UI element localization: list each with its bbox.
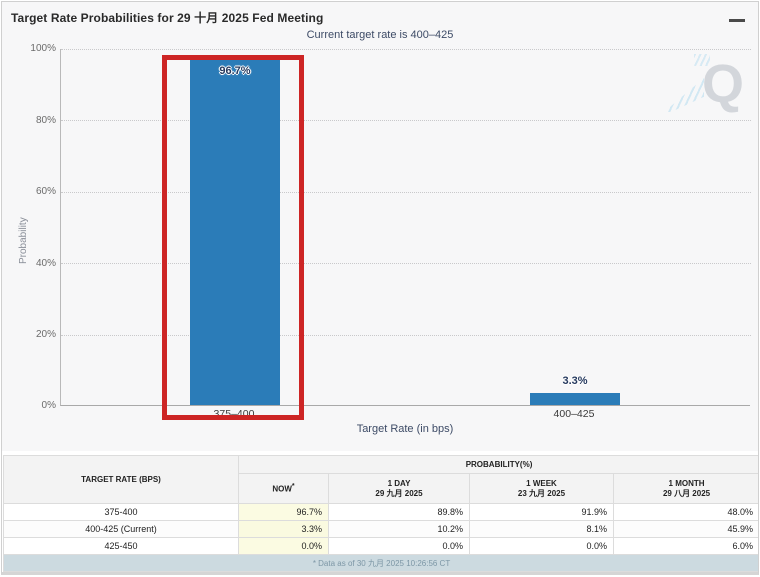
chart-plot-area: 96.7% 3.3% [60, 49, 751, 406]
watermark-hatch [664, 78, 704, 112]
y-tick-20: 20% [35, 329, 56, 340]
week-cell: 8.1% [469, 520, 614, 538]
q-logo-watermark: Q [664, 54, 744, 120]
chart-title: Target Rate Probabilities for 29 十月 2025… [11, 11, 324, 25]
table-row-425-450: 425-450 0.0% 0.0% 0.0% 6.0% [3, 537, 758, 555]
week-cell: 0.0% [469, 537, 614, 555]
bar-400-425[interactable] [530, 393, 620, 405]
watermark-hatch [694, 54, 710, 66]
data-as-of-note: * Data as of 30 九月 2025 10:26:56 CT [2, 554, 758, 572]
rate-cell: 400-425 (Current) [3, 520, 239, 538]
day-cell: 0.0% [328, 537, 470, 555]
probability-table: TARGET RATE (BPS) PROBABILITY(%) NOW* 1 … [2, 455, 758, 572]
probability-table-section: TARGET RATE (BPS) PROBABILITY(%) NOW* 1 … [2, 455, 758, 572]
table-row-400-425-current: 400-425 (Current) 3.3% 10.2% 8.1% 45.9% [3, 520, 758, 538]
col-header-1day: 1 DAY 29 九月 2025 [328, 473, 470, 504]
gridline-80 [61, 120, 751, 121]
col-header-1month: 1 MONTH 29 八月 2025 [612, 473, 758, 504]
x-tick-375-400: 375–400 [213, 408, 255, 420]
y-tick-100: 100% [30, 43, 56, 54]
rate-cell: 375-400 [3, 503, 239, 521]
watermark-letter: Q [701, 54, 744, 114]
chart-section: Target Rate Probabilities for 29 十月 2025… [2, 2, 758, 451]
now-cell: 96.7% [238, 503, 329, 521]
gridline-20 [61, 335, 751, 336]
rate-cell: 425-450 [3, 537, 239, 555]
chart-subtitle: Current target rate is 400–425 [306, 29, 454, 41]
x-tick-400-425: 400–425 [553, 408, 595, 420]
col-header-probability: PROBABILITY(%) [237, 455, 758, 474]
day-cell: 10.2% [328, 520, 470, 538]
col-header-target-rate: TARGET RATE (BPS) [3, 455, 239, 504]
day-cell: 89.8% [328, 503, 470, 521]
now-cell: 3.3% [238, 520, 329, 538]
week-cell: 91.9% [469, 503, 614, 521]
col-header-1week: 1 WEEK 23 九月 2025 [469, 473, 614, 504]
y-tick-0: 0% [41, 400, 56, 411]
bar-375-400[interactable] [190, 60, 280, 405]
gridline-60 [61, 192, 751, 193]
gridline-100 [61, 49, 751, 50]
bar-value-label: 3.3% [562, 375, 588, 387]
month-cell: 45.9% [612, 520, 758, 538]
table-row-375-400: 375-400 96.7% 89.8% 91.9% 48.0% [3, 503, 758, 521]
now-cell: 0.0% [238, 537, 329, 555]
y-tick-60: 60% [35, 186, 56, 197]
y-tick-40: 40% [35, 258, 56, 269]
y-tick-80: 80% [35, 115, 56, 126]
hamburger-menu-icon[interactable] [729, 12, 745, 24]
month-cell: 48.0% [612, 503, 758, 521]
bar-value-label: 96.7% [219, 65, 251, 77]
y-axis-title: Probability [18, 217, 29, 264]
footnote-row: * Data as of 30 九月 2025 10:26:56 CT [2, 554, 758, 572]
gridline-40 [61, 263, 751, 264]
x-axis-title: Target Rate (in bps) [356, 423, 454, 435]
month-cell: 6.0% [612, 537, 758, 555]
col-header-now: NOW* [238, 473, 329, 504]
